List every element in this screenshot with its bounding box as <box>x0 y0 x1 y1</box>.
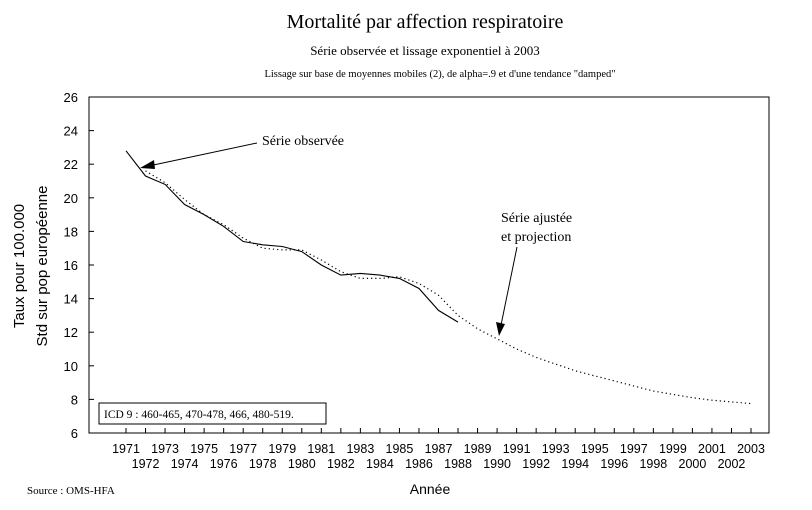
annotation-fitted-label-1: Série ajustée <box>501 211 572 226</box>
x-tick-label: 1982 <box>327 457 355 471</box>
x-tick-label: 1994 <box>561 457 589 471</box>
x-tick-label: 1977 <box>229 442 257 456</box>
x-tick-label: 1992 <box>522 457 550 471</box>
annotation-observed-label: Série observée <box>262 134 344 149</box>
x-tick-label: 1984 <box>366 457 394 471</box>
y-tick-label: 16 <box>64 258 78 273</box>
y-tick-label: 10 <box>64 359 78 374</box>
series-layer <box>125 150 752 405</box>
annotation-observed: Série observée <box>140 134 344 169</box>
x-tick-label: 1979 <box>268 442 296 456</box>
x-axis: 1971197219731974197519761977197819791980… <box>112 428 765 471</box>
x-tick-label: 1999 <box>659 442 687 456</box>
x-tick-label: 1971 <box>112 442 140 456</box>
x-tick-label: 1983 <box>346 442 374 456</box>
x-tick-label: 1997 <box>620 442 648 456</box>
x-tick-label: 1998 <box>639 457 667 471</box>
x-tick-label: 2003 <box>737 442 765 456</box>
annotation-fitted-label-2: et projection <box>501 230 571 245</box>
x-tick-label: 1975 <box>190 442 218 456</box>
y-tick-label: 20 <box>64 191 78 206</box>
chart-subtitle-2: Lissage sur base de moyennes mobiles (2)… <box>264 69 615 80</box>
annotation-fitted-arrow <box>499 246 518 331</box>
y-axis-label-line2: Std sur pop européenne <box>34 186 51 347</box>
x-tick-label: 1978 <box>249 457 277 471</box>
source-note: Source : OMS-HFA <box>27 485 115 497</box>
plot-frame <box>88 96 770 434</box>
x-tick-label: 1980 <box>288 457 316 471</box>
x-tick-label: 1993 <box>542 442 570 456</box>
y-tick-label: 14 <box>64 292 78 307</box>
series-line-observed <box>125 150 459 323</box>
y-axis: 6 8 10 12 14 16 18 20 22 24 26 <box>64 90 94 441</box>
y-tick-label: 24 <box>64 124 78 139</box>
x-tick-label: 1989 <box>464 442 492 456</box>
icd-note-text: ICD 9 : 460-465, 470-478, 466, 480-519. <box>104 409 294 421</box>
y-tick-label: 6 <box>71 426 78 441</box>
x-tick-label: 1987 <box>425 442 453 456</box>
y-tick-label: 18 <box>64 224 78 239</box>
x-tick-label: 1973 <box>151 442 179 456</box>
annotation-fitted-arrowhead <box>496 322 505 336</box>
x-tick-label: 1988 <box>444 457 472 471</box>
x-tick-label: 1974 <box>171 457 199 471</box>
y-axis-label-line1: Taux pour 100.000 <box>11 204 28 328</box>
x-tick-label: 2001 <box>698 442 726 456</box>
x-tick-label: 1986 <box>405 457 433 471</box>
x-tick-label: 1995 <box>581 442 609 456</box>
series-line-fitted <box>145 170 752 405</box>
x-tick-label: 1985 <box>386 442 414 456</box>
x-tick-label: 1976 <box>210 457 238 471</box>
x-tick-label: 2000 <box>679 457 707 471</box>
annotation-observed-arrowhead <box>140 160 155 169</box>
x-tick-label: 1996 <box>600 457 628 471</box>
x-tick-label: 2002 <box>718 457 746 471</box>
x-tick-label: 1991 <box>503 442 531 456</box>
y-tick-label: 26 <box>64 90 78 105</box>
x-tick-label: 1972 <box>132 457 160 471</box>
y-tick-label: 8 <box>71 392 78 407</box>
annotation-fitted: Série ajustée et projection <box>496 211 572 336</box>
chart-subtitle: Série observée et lissage exponentiel à … <box>310 43 540 58</box>
y-tick-label: 12 <box>64 325 78 340</box>
annotation-observed-arrow <box>143 142 258 168</box>
x-tick-label: 1990 <box>483 457 511 471</box>
chart-title: Mortalité par affection respiratoire <box>287 11 564 33</box>
icd-note-box <box>98 402 327 425</box>
x-axis-label: Année <box>410 481 451 497</box>
y-tick-label: 22 <box>64 157 78 172</box>
x-tick-label: 1981 <box>307 442 335 456</box>
